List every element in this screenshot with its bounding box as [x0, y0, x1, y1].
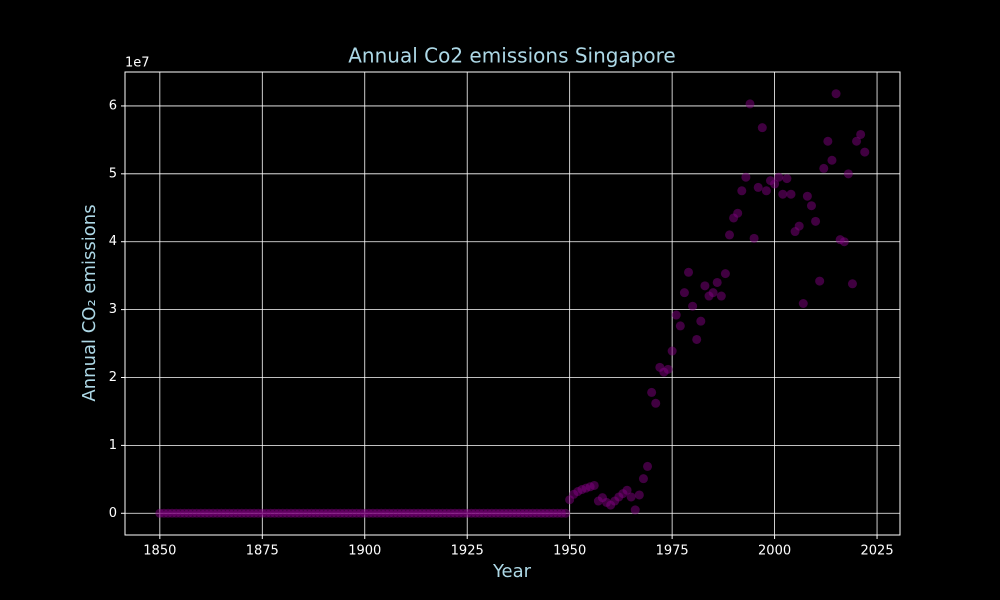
point: [782, 174, 792, 184]
point: [786, 189, 796, 199]
y-tick-label: 3: [109, 302, 117, 317]
point: [622, 485, 632, 495]
x-axis-label: Year: [492, 561, 532, 582]
point: [725, 230, 735, 240]
y-tick-label: 4: [109, 234, 117, 249]
y-offset-label: 1e7: [125, 56, 150, 71]
y-tick-label: 0: [109, 506, 117, 521]
point: [643, 461, 653, 471]
point: [688, 301, 698, 311]
point: [794, 221, 804, 231]
y-tick-label: 1: [109, 438, 117, 453]
point: [753, 182, 763, 192]
point: [696, 316, 706, 326]
point: [856, 129, 866, 139]
x-tick-label: 1950: [553, 544, 586, 559]
point: [770, 179, 780, 189]
point: [749, 233, 759, 243]
point: [638, 474, 648, 484]
y-tick-label: 2: [109, 370, 117, 385]
point: [679, 288, 689, 298]
y-axis-label: Annual CO₂ emissions: [79, 204, 100, 401]
point: [630, 505, 640, 515]
point: [700, 281, 710, 291]
point: [675, 321, 685, 331]
x-tick-label: 1875: [246, 544, 279, 559]
point: [712, 277, 722, 287]
point: [671, 310, 681, 320]
point: [589, 480, 599, 490]
point: [716, 291, 726, 301]
point: [843, 169, 853, 179]
point: [802, 191, 812, 201]
point: [757, 123, 767, 133]
y-tick-label: 5: [109, 166, 117, 181]
point: [647, 387, 657, 397]
plot-frame: [124, 71, 901, 536]
point: [811, 216, 821, 226]
point: [839, 237, 849, 247]
point: [733, 208, 743, 218]
point: [651, 398, 661, 408]
point: [823, 136, 833, 146]
point: [737, 186, 747, 196]
point: [852, 136, 862, 146]
point: [561, 508, 571, 518]
x-tick-label: 2025: [861, 544, 894, 559]
point: [667, 346, 677, 356]
point: [798, 299, 808, 308]
point: [774, 172, 784, 182]
point: [815, 276, 825, 286]
point: [761, 186, 771, 196]
point: [745, 99, 755, 109]
point: [778, 189, 788, 199]
point: [634, 490, 644, 500]
point: [741, 172, 751, 182]
point: [626, 492, 636, 502]
point: [860, 147, 870, 157]
point: [663, 364, 673, 374]
x-tick-label: 1850: [143, 544, 176, 559]
x-tick-label: 1975: [656, 544, 689, 559]
point: [819, 163, 829, 173]
point: [692, 334, 702, 344]
point: [708, 288, 718, 298]
x-tick-label: 1900: [348, 544, 381, 559]
point: [720, 269, 730, 279]
point: [684, 267, 694, 277]
chart-title: Annual Co2 emissions Singapore: [348, 44, 676, 68]
point: [831, 89, 841, 99]
y-tick-label: 6: [109, 98, 117, 113]
point: [806, 201, 816, 211]
point: [827, 155, 837, 165]
x-tick-label: 2000: [758, 544, 791, 559]
x-tick-label: 1925: [451, 544, 484, 559]
point: [847, 279, 857, 289]
